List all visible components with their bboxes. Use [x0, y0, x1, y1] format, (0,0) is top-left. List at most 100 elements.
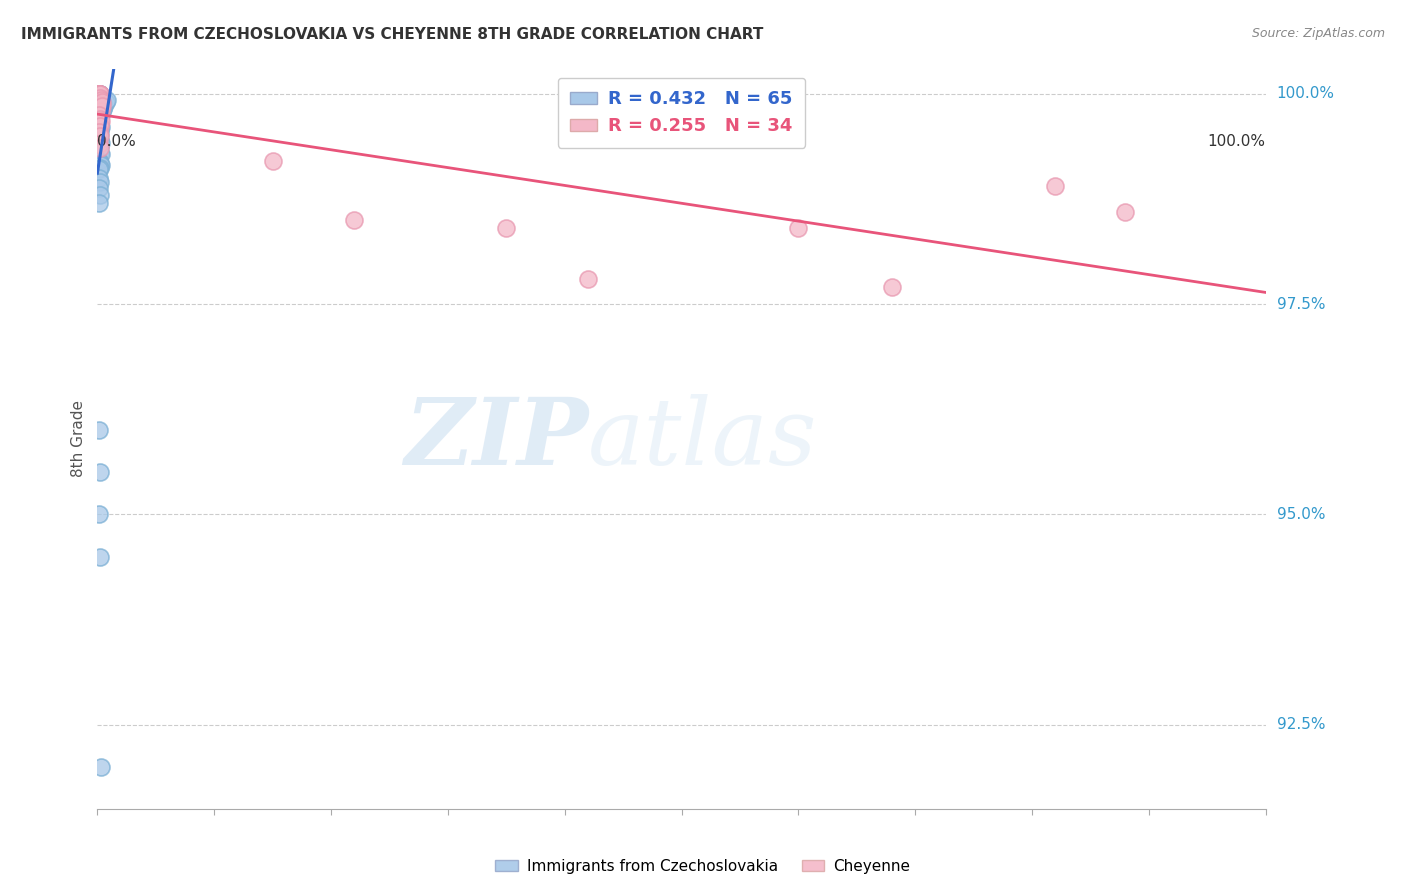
Text: Source: ZipAtlas.com: Source: ZipAtlas.com	[1251, 27, 1385, 40]
Point	[87, 87, 110, 101]
Point	[91, 96, 114, 111]
Point	[93, 99, 115, 113]
Point	[87, 108, 110, 122]
Point	[89, 127, 111, 141]
Point	[91, 103, 114, 118]
Point	[87, 116, 110, 130]
Y-axis label: 8th Grade: 8th Grade	[72, 401, 86, 477]
Point	[94, 95, 117, 110]
Point	[87, 87, 110, 101]
Point	[89, 99, 111, 113]
Point	[87, 87, 110, 101]
Point	[87, 125, 110, 139]
Point	[91, 99, 114, 113]
Point	[89, 91, 111, 105]
Point	[90, 100, 112, 114]
Point	[89, 175, 111, 189]
Point	[89, 128, 111, 143]
Point	[90, 94, 112, 108]
Point	[87, 87, 110, 101]
Point	[89, 139, 111, 153]
Point	[96, 94, 118, 108]
Point	[87, 87, 110, 101]
Point	[87, 87, 110, 101]
Point	[89, 87, 111, 101]
Point	[90, 103, 112, 118]
Point	[89, 102, 111, 116]
Point	[87, 87, 110, 101]
Point	[87, 170, 110, 185]
Point	[87, 508, 110, 522]
Point	[576, 272, 599, 286]
Point	[87, 87, 110, 101]
Point	[262, 154, 284, 169]
Point	[87, 128, 110, 143]
Point	[87, 87, 110, 101]
Point	[89, 91, 111, 105]
Point	[87, 87, 110, 101]
Point	[89, 91, 111, 105]
Point	[89, 187, 111, 202]
Point	[89, 161, 111, 175]
Point	[90, 158, 112, 172]
Point	[89, 155, 111, 169]
Point	[90, 96, 112, 111]
Point	[91, 95, 114, 110]
Point	[90, 120, 112, 135]
Point	[90, 113, 112, 128]
Point	[89, 95, 111, 110]
Point	[1114, 204, 1136, 219]
Point	[87, 137, 110, 152]
Point	[89, 141, 111, 155]
Point	[880, 280, 903, 294]
Point	[87, 125, 110, 139]
Legend: R = 0.432   N = 65, R = 0.255   N = 34: R = 0.432 N = 65, R = 0.255 N = 34	[558, 78, 806, 148]
Point	[87, 154, 110, 169]
Point	[89, 113, 111, 128]
Point	[91, 99, 114, 113]
Point	[787, 221, 810, 235]
Point	[89, 87, 111, 101]
Point	[343, 213, 366, 227]
Text: 0.0%: 0.0%	[97, 134, 136, 149]
Point	[87, 423, 110, 437]
Point	[90, 100, 112, 114]
Point	[89, 549, 111, 564]
Point	[89, 119, 111, 133]
Text: ZIP: ZIP	[404, 393, 588, 483]
Point	[90, 108, 112, 122]
Legend: Immigrants from Czechoslovakia, Cheyenne: Immigrants from Czechoslovakia, Cheyenne	[489, 853, 917, 880]
Point	[89, 466, 111, 480]
Text: atlas: atlas	[588, 393, 817, 483]
Point	[87, 137, 110, 152]
Point	[87, 87, 110, 101]
Point	[90, 760, 112, 774]
Point	[89, 95, 111, 110]
Point	[91, 95, 114, 110]
Point	[89, 119, 111, 133]
Point	[90, 136, 112, 150]
Point	[87, 87, 110, 101]
Point	[89, 133, 111, 147]
Text: 97.5%: 97.5%	[1277, 297, 1326, 311]
Point	[1045, 179, 1067, 194]
Point	[87, 87, 110, 101]
Point	[87, 87, 110, 101]
Text: 92.5%: 92.5%	[1277, 717, 1326, 732]
Point	[87, 87, 110, 101]
Point	[89, 105, 111, 120]
Text: 100.0%: 100.0%	[1208, 134, 1265, 149]
Point	[87, 141, 110, 155]
Point	[90, 147, 112, 161]
Text: IMMIGRANTS FROM CZECHOSLOVAKIA VS CHEYENNE 8TH GRADE CORRELATION CHART: IMMIGRANTS FROM CZECHOSLOVAKIA VS CHEYEN…	[21, 27, 763, 42]
Point	[90, 94, 112, 108]
Point	[90, 103, 112, 118]
Point	[87, 87, 110, 101]
Point	[89, 122, 111, 136]
Point	[89, 99, 111, 113]
Point	[89, 112, 111, 126]
Point	[87, 112, 110, 126]
Point	[87, 108, 110, 122]
Point	[87, 162, 110, 177]
Point	[90, 96, 112, 111]
